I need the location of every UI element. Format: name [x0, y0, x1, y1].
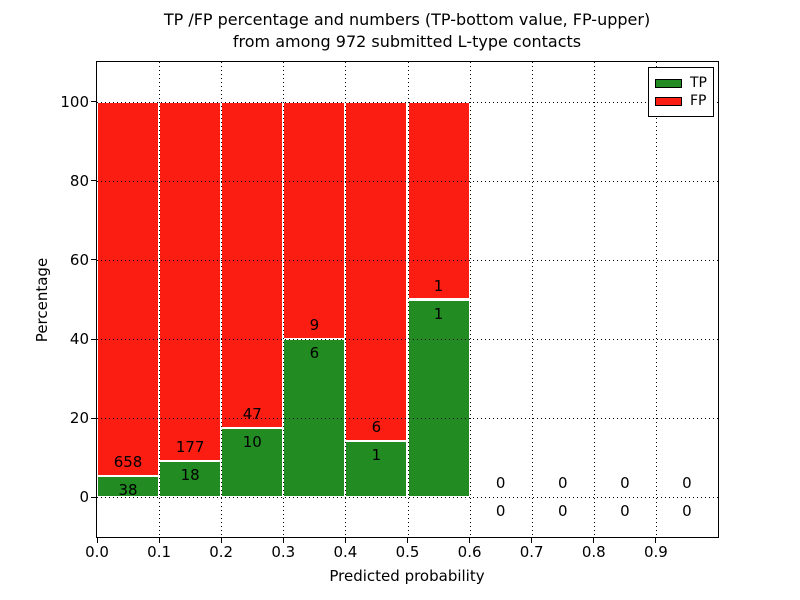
y-tick-mark — [91, 417, 97, 419]
v-gridline — [655, 62, 657, 537]
plot-area: TP FP 658 38 177 18 47 10 9 6 6 1 1 1 0 0 0 0 0 0 0 0 — [96, 61, 719, 538]
x-tick-mark — [220, 537, 222, 543]
x-tick-label: 0.5 — [395, 543, 420, 561]
x-tick-mark — [407, 537, 408, 543]
x-tick-label: 0.7 — [519, 543, 544, 561]
fp-count-label: 658 — [113, 452, 143, 471]
y-tick-label: 60 — [69, 250, 89, 269]
tp-count-label: 1 — [433, 304, 444, 323]
tp-count-label: 10 — [242, 432, 262, 451]
x-tick-label: 0.6 — [457, 543, 482, 561]
fp-bar-segment — [345, 101, 408, 441]
x-tick-mark — [469, 537, 471, 543]
legend-item-fp: FP — [655, 93, 707, 109]
x-tick-mark — [531, 537, 533, 543]
tp-bar-segment — [283, 339, 346, 498]
fp-bar-segment — [221, 101, 284, 428]
y-tick-label: 20 — [69, 409, 89, 428]
fp-legend-swatch — [655, 96, 682, 106]
fp-count-label: 0 — [495, 474, 506, 493]
tp-count-label: 18 — [180, 465, 200, 484]
chart-title: TP /FP percentage and numbers (TP-bottom… — [57, 9, 757, 53]
fp-legend-label: FP — [690, 93, 707, 109]
y-tick-label: 80 — [69, 171, 89, 190]
y-tick-mark — [91, 101, 97, 103]
fp-count-label: 47 — [242, 404, 262, 423]
tp-count-label: 0 — [682, 502, 692, 521]
fp-count-label: 6 — [371, 417, 382, 436]
fp-count-label: 9 — [309, 316, 320, 335]
v-gridline — [593, 62, 595, 537]
tp-bar-segment — [97, 475, 160, 498]
x-tick-label: 0.1 — [147, 543, 172, 561]
tp-count-label: 0 — [557, 502, 568, 521]
y-tick-label: 40 — [69, 330, 89, 349]
x-axis-label: Predicted probability — [329, 567, 485, 585]
tp-legend-label: TP — [690, 75, 707, 91]
x-tick-label: 0.0 — [85, 543, 109, 561]
tp-bar-segment — [159, 460, 222, 498]
y-tick-label: 100 — [60, 92, 89, 111]
legend: TP FP — [648, 67, 714, 117]
fp-bar-segment — [97, 101, 160, 476]
x-tick-label: 0.3 — [271, 543, 296, 561]
y-tick-mark — [91, 338, 97, 340]
fp-bar-segment — [407, 101, 470, 300]
x-tick-label: 0.8 — [581, 543, 606, 561]
y-tick-mark — [91, 180, 97, 182]
x-tick-mark — [655, 537, 657, 543]
tp-count-label: 1 — [371, 445, 382, 464]
tp-count-label: 6 — [309, 344, 320, 363]
y-tick-mark — [91, 259, 97, 261]
fp-bar-segment — [283, 101, 346, 340]
fp-count-label: 0 — [620, 474, 630, 493]
fp-count-label: 1 — [433, 276, 444, 295]
x-tick-label: 0.4 — [333, 543, 358, 561]
x-tick-mark — [593, 537, 595, 543]
tp-count-label: 38 — [118, 480, 138, 499]
tp-legend-swatch — [655, 78, 682, 88]
v-gridline — [469, 62, 471, 537]
v-gridline — [221, 62, 223, 537]
fp-count-label: 177 — [175, 437, 205, 456]
tp-count-label: 0 — [495, 502, 506, 521]
v-gridline — [159, 62, 161, 537]
y-tick-label: 0 — [79, 488, 89, 507]
tp-count-label: 0 — [620, 502, 630, 521]
x-tick-label: 0.2 — [209, 543, 234, 561]
fp-count-label: 0 — [557, 474, 568, 493]
y-tick-mark — [91, 496, 97, 498]
chart-title-line1: TP /FP percentage and numbers (TP-bottom… — [163, 10, 651, 29]
v-gridline — [283, 62, 285, 537]
tp-bar-segment — [407, 299, 470, 498]
x-tick-mark — [282, 537, 284, 543]
v-gridline — [531, 62, 533, 537]
fp-count-label: 0 — [682, 474, 692, 493]
fp-bar-segment — [159, 101, 222, 461]
legend-item-tp: TP — [655, 75, 707, 91]
x-tick-label: 0.9 — [643, 543, 668, 561]
x-tick-mark — [158, 537, 160, 543]
v-gridline — [407, 62, 409, 537]
v-gridline — [345, 62, 347, 537]
x-tick-mark — [344, 537, 346, 543]
chart-title-line2: from among 972 submitted L-type contacts — [232, 32, 582, 51]
x-tick-mark — [96, 537, 98, 543]
